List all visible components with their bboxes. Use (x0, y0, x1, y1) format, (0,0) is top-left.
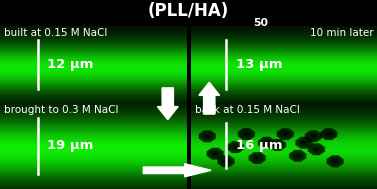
Text: 19 μm: 19 μm (47, 139, 93, 152)
Text: 10 min later: 10 min later (310, 28, 373, 38)
FancyArrow shape (199, 82, 219, 114)
Text: back at 0.15 M NaCl: back at 0.15 M NaCl (195, 105, 299, 115)
Text: built at 0.15 M NaCl: built at 0.15 M NaCl (4, 28, 107, 38)
FancyArrow shape (143, 164, 211, 177)
Text: 16 μm: 16 μm (236, 139, 282, 152)
Text: 50: 50 (253, 18, 268, 28)
Text: (PLL/HA): (PLL/HA) (148, 2, 229, 20)
Text: brought to 0.3 M NaCl: brought to 0.3 M NaCl (4, 105, 118, 115)
FancyArrow shape (157, 88, 178, 120)
Text: 13 μm: 13 μm (236, 58, 282, 71)
Text: 12 μm: 12 μm (47, 58, 93, 71)
